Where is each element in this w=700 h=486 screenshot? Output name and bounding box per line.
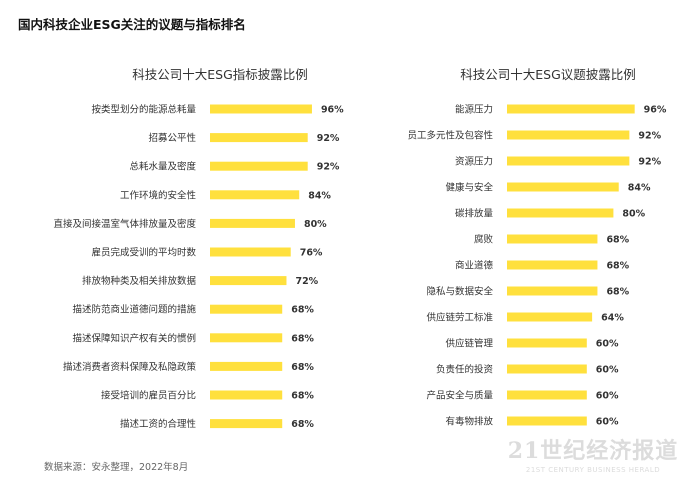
right-category-label: 健康与安全 xyxy=(445,182,493,194)
left-value-label: 68% xyxy=(291,391,314,402)
left-bar xyxy=(210,419,283,429)
right-bar xyxy=(507,104,635,114)
watermark: 21世纪经济报道 21ST CENTURY BUSINESS HERALD xyxy=(498,433,688,474)
left-bar xyxy=(210,304,283,314)
left-value-label: 72% xyxy=(295,276,318,287)
right-bar xyxy=(507,416,587,426)
page-title: 国内科技企业ESG关注的议题与指标排名 xyxy=(18,17,246,32)
left-value-label: 68% xyxy=(291,419,314,430)
left-category-label: 总耗水量及密度 xyxy=(129,161,196,173)
left-value-label: 92% xyxy=(317,133,340,144)
left-category-label: 描述工资的合理性 xyxy=(120,418,197,430)
right-value-label: 68% xyxy=(606,235,629,246)
right-category-label: 能源压力 xyxy=(455,104,493,116)
source-note: 数据来源：安永整理，2022年8月 xyxy=(44,462,189,473)
left-value-label: 76% xyxy=(300,248,323,259)
left-bar xyxy=(210,161,308,171)
right-value-label: 84% xyxy=(628,183,651,194)
left-value-label: 92% xyxy=(317,162,340,173)
left-value-label: 80% xyxy=(304,219,327,230)
right-category-label: 商业道德 xyxy=(455,260,494,272)
right-bar xyxy=(507,390,587,400)
right-category-label: 员工多元性及包容性 xyxy=(407,130,493,142)
right-bar xyxy=(507,234,598,244)
left-bar xyxy=(210,276,287,286)
right-category-label: 负责任的投资 xyxy=(436,364,494,376)
right-bar xyxy=(507,156,630,166)
left-bar xyxy=(210,218,295,228)
right-value-label: 68% xyxy=(606,261,629,272)
left-bar xyxy=(210,333,283,343)
right-bar xyxy=(507,364,587,374)
right-category-label: 碳排放量 xyxy=(455,208,494,220)
left-category-label: 接受培训的雇员百分比 xyxy=(101,390,196,402)
left-bar xyxy=(210,390,283,400)
left-bar xyxy=(210,190,300,200)
left-category-label: 雇员完成受训的平均时数 xyxy=(91,247,196,259)
right-value-label: 96% xyxy=(644,105,667,116)
left-value-label: 84% xyxy=(308,190,331,201)
right-bar xyxy=(507,286,598,296)
right-value-label: 60% xyxy=(596,339,619,350)
right-bar xyxy=(507,260,598,270)
left-value-label: 68% xyxy=(291,362,314,373)
left-value-label: 96% xyxy=(321,105,344,116)
left-category-label: 描述保障知识产权有关的惯例 xyxy=(72,332,196,344)
right-bar xyxy=(507,182,619,192)
right-bar xyxy=(507,130,630,140)
right-category-label: 供应链劳工标准 xyxy=(426,312,493,324)
left-bar xyxy=(210,133,308,143)
left-value-label: 68% xyxy=(291,305,314,316)
left-bar xyxy=(210,247,291,257)
watermark-subtitle: 21ST CENTURY BUSINESS HERALD xyxy=(525,466,661,474)
right-value-label: 60% xyxy=(596,365,619,376)
left-value-label: 68% xyxy=(291,333,314,344)
right-category-label: 产品安全与质量 xyxy=(426,390,493,402)
right-category-label: 有毒物排放 xyxy=(445,416,493,428)
right-bar xyxy=(507,338,587,348)
right-value-label: 68% xyxy=(606,287,629,298)
left-category-label: 工作环境的安全性 xyxy=(120,189,197,201)
right-chart-title: 科技公司十大ESG议题披露比例 xyxy=(460,67,636,82)
right-category-label: 腐败 xyxy=(474,234,494,246)
right-bar xyxy=(507,208,614,218)
left-category-label: 按类型划分的能源总耗量 xyxy=(91,104,196,116)
left-category-label: 招募公平性 xyxy=(148,132,196,144)
right-category-label: 资源压力 xyxy=(455,156,493,168)
left-category-label: 描述防范商业道德问题的措施 xyxy=(72,304,196,316)
right-value-label: 60% xyxy=(596,417,619,428)
right-value-label: 60% xyxy=(596,391,619,402)
right-value-label: 92% xyxy=(638,157,661,168)
right-value-label: 64% xyxy=(601,313,624,324)
watermark-logo-text: 21世纪经济报道 xyxy=(507,438,679,464)
right-value-label: 80% xyxy=(622,209,645,220)
left-category-label: 描述消费者资料保障及私隐政策 xyxy=(63,361,197,373)
left-bar xyxy=(210,361,283,371)
left-category-label: 排放物种类及相关排放数据 xyxy=(82,275,197,287)
left-bar xyxy=(210,104,312,114)
right-value-label: 92% xyxy=(638,131,661,142)
right-category-label: 供应链管理 xyxy=(445,338,493,350)
right-category-label: 隐私与数据安全 xyxy=(426,286,493,298)
right-bar xyxy=(507,312,593,322)
left-category-label: 直接及间接温室气体排放量及密度 xyxy=(53,218,196,230)
left-chart-title: 科技公司十大ESG指标披露比例 xyxy=(132,67,308,82)
